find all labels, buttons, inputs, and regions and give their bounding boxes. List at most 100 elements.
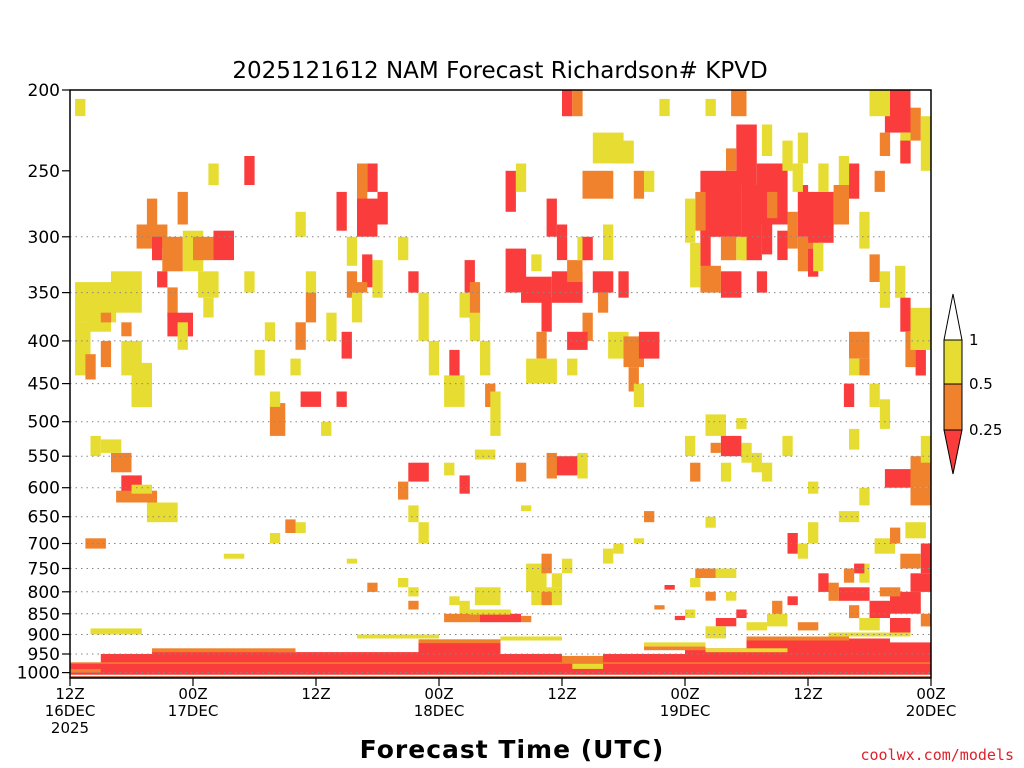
ri-cell xyxy=(485,383,496,407)
ri-cell xyxy=(879,271,891,308)
boundary-layer-band xyxy=(644,642,706,647)
ri-cell xyxy=(633,170,645,199)
y-tick-label: 1000 xyxy=(17,664,60,684)
ri-cell xyxy=(346,558,358,564)
ri-cell xyxy=(782,435,793,457)
ri-cell xyxy=(515,163,527,192)
ri-cell xyxy=(608,331,629,359)
ri-cell xyxy=(920,613,932,627)
ri-cell xyxy=(644,170,655,192)
ri-cell xyxy=(418,522,429,544)
ri-cell xyxy=(459,475,470,494)
boundary-layer-band xyxy=(152,648,296,653)
ri-cell xyxy=(900,140,911,164)
x-tick-label: 12Z xyxy=(547,685,576,703)
legend-bin-0.5-1 xyxy=(943,339,963,385)
ri-cell xyxy=(720,236,737,261)
ri-cell xyxy=(459,600,470,614)
ri-cell xyxy=(541,297,552,332)
ri-cell xyxy=(910,307,931,350)
ri-cell xyxy=(351,292,363,323)
ri-cell xyxy=(198,271,219,298)
ri-cell xyxy=(444,462,455,476)
ri-cell xyxy=(111,452,132,473)
legend-level-label: 0.5 xyxy=(969,375,993,393)
ri-cell xyxy=(75,98,86,117)
x-tick-label: 00Z xyxy=(670,685,699,703)
ri-cell xyxy=(208,163,219,185)
ri-cell xyxy=(818,163,829,192)
ri-cell xyxy=(505,248,527,293)
ri-cell xyxy=(884,469,911,488)
boundary-layer-band xyxy=(275,652,419,664)
ri-cell xyxy=(474,587,501,606)
gridlines xyxy=(70,236,931,674)
ri-cell xyxy=(116,490,158,503)
ri-cell xyxy=(720,271,742,298)
ri-cell xyxy=(556,224,568,261)
ri-cell xyxy=(577,452,588,479)
x-tick-label: 00Z xyxy=(178,685,207,703)
ri-cell xyxy=(869,600,890,618)
ri-cell xyxy=(193,236,214,261)
plot-area xyxy=(70,90,932,678)
boundary-layer-band xyxy=(418,642,501,664)
ri-cell xyxy=(295,522,306,533)
ri-cell xyxy=(720,462,732,482)
ri-cell xyxy=(603,224,614,261)
y-tick-label: 950 xyxy=(28,645,60,665)
ri-cell xyxy=(659,98,670,117)
ri-cell xyxy=(408,462,429,482)
y-tick-label: 650 xyxy=(28,508,60,528)
ri-cell xyxy=(213,230,234,261)
ri-cell xyxy=(464,260,475,293)
ri-cell xyxy=(152,236,163,261)
ri-cell xyxy=(731,90,747,117)
ri-cell xyxy=(664,585,675,590)
ri-cell xyxy=(300,391,322,407)
ri-cell xyxy=(100,340,112,368)
boundary-layer-band xyxy=(562,655,603,664)
ri-cell xyxy=(546,452,557,479)
ri-cell xyxy=(372,260,383,298)
ri-cell xyxy=(654,605,665,610)
ri-cell xyxy=(264,322,276,341)
boundary-layer-band xyxy=(808,638,890,664)
boundary-layer-band xyxy=(152,650,275,664)
ri-cell xyxy=(269,533,281,544)
ri-cell xyxy=(490,391,501,436)
ri-cell xyxy=(859,487,870,506)
ri-cell xyxy=(838,587,870,601)
x-axis-title: Forecast Time (UTC) xyxy=(360,735,665,764)
ri-cell xyxy=(787,596,798,606)
ri-cell xyxy=(869,383,880,407)
y-tick-label: 300 xyxy=(28,228,60,248)
ri-cell xyxy=(408,587,419,597)
source-credit: coolwx.com/models xyxy=(860,746,1014,764)
x-tick-label: 12Z xyxy=(55,685,84,703)
ri-cell xyxy=(715,618,737,627)
ri-cell xyxy=(751,452,762,473)
ri-cell xyxy=(444,613,480,623)
legend: 1 0.5 0.25 xyxy=(943,293,1002,475)
ri-cell xyxy=(787,211,798,249)
boundary-layer-band xyxy=(357,634,439,639)
ri-cell xyxy=(582,236,593,261)
ri-cell xyxy=(100,312,112,323)
ri-cell xyxy=(480,340,491,376)
ri-cell xyxy=(618,271,629,298)
ri-cell xyxy=(843,568,855,583)
ri-cell xyxy=(592,271,614,293)
ri-cell xyxy=(797,185,809,237)
ri-cell xyxy=(474,449,496,460)
ri-cell xyxy=(736,418,747,429)
y-tick-label: 850 xyxy=(28,605,60,625)
ri-cell xyxy=(813,242,824,272)
ri-cell xyxy=(418,292,429,341)
boundary-layer-band xyxy=(90,628,142,635)
ri-cell xyxy=(890,527,901,544)
ri-cell xyxy=(720,435,742,457)
ri-cell xyxy=(741,442,752,463)
ri-cell xyxy=(633,383,645,407)
